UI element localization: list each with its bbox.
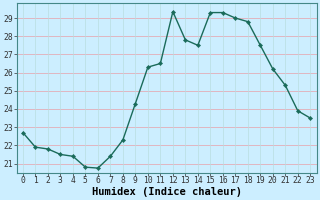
- X-axis label: Humidex (Indice chaleur): Humidex (Indice chaleur): [92, 186, 242, 197]
